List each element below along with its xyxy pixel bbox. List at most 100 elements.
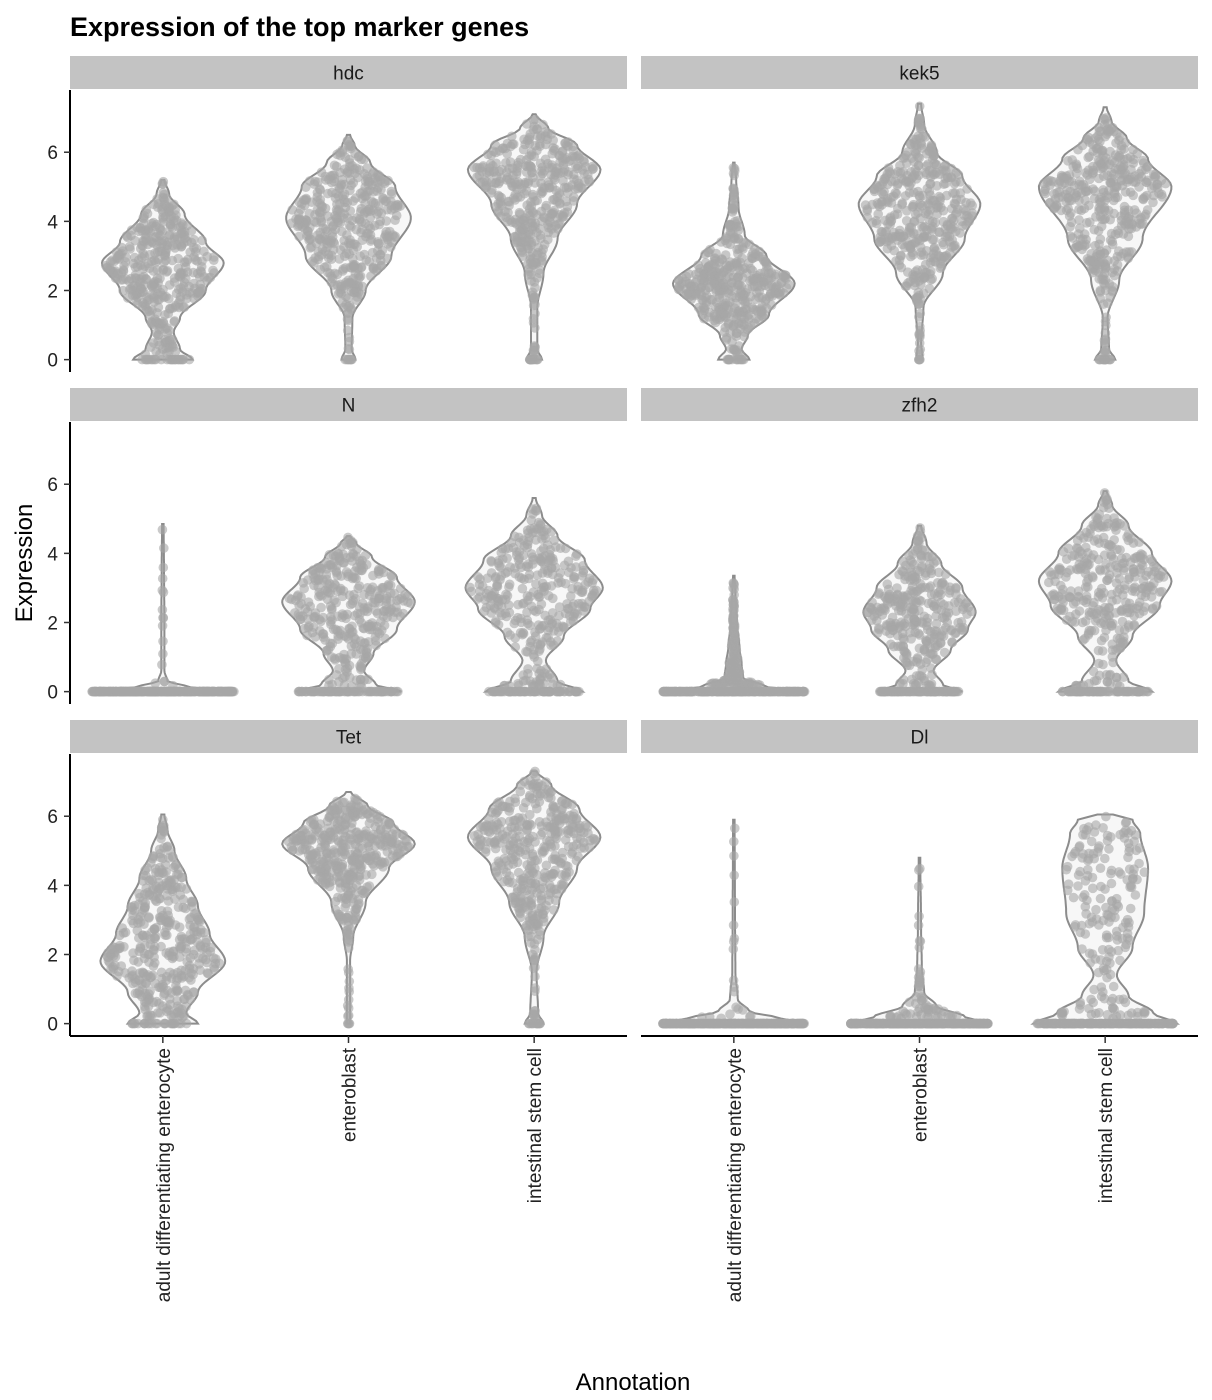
- data-point: [946, 242, 957, 252]
- data-point: [1065, 186, 1075, 197]
- data-point: [1107, 239, 1118, 250]
- data-point: [147, 317, 157, 328]
- violin-points-N-0: [87, 524, 239, 697]
- data-point: [536, 248, 547, 258]
- data-point: [577, 587, 588, 597]
- data-point: [316, 167, 327, 178]
- data-point: [294, 215, 305, 226]
- data-point: [292, 591, 303, 602]
- data-point: [886, 240, 897, 251]
- data-point: [1087, 267, 1098, 278]
- data-point: [182, 220, 193, 231]
- data-point: [937, 577, 948, 588]
- data-point: [141, 232, 151, 243]
- data-point: [1079, 229, 1090, 239]
- data-point: [1095, 285, 1105, 296]
- data-point: [913, 152, 923, 162]
- data-point: [895, 641, 906, 651]
- data-point: [528, 115, 539, 125]
- data-point: [1115, 132, 1125, 142]
- data-point: [157, 573, 168, 584]
- data-point: [731, 222, 742, 232]
- data-point: [545, 669, 555, 680]
- data-point: [907, 172, 918, 182]
- data-point: [1091, 686, 1102, 697]
- data-point: [729, 605, 739, 615]
- data-point: [1112, 182, 1122, 192]
- data-point: [146, 342, 156, 352]
- data-point: [687, 686, 697, 697]
- data-point: [507, 131, 517, 142]
- data-point: [536, 585, 547, 596]
- data-point: [893, 597, 903, 607]
- data-point: [884, 593, 894, 604]
- data-point: [1074, 215, 1084, 225]
- data-point: [726, 659, 736, 669]
- data-point: [587, 161, 597, 172]
- data-point: [337, 147, 348, 157]
- data-point: [328, 245, 339, 255]
- data-point: [727, 640, 737, 650]
- data-point: [370, 198, 381, 209]
- data-point: [922, 617, 933, 628]
- data-point: [493, 198, 504, 209]
- data-point: [521, 167, 532, 177]
- data-point: [911, 680, 921, 690]
- data-point: [307, 686, 318, 697]
- data-point: [1065, 231, 1076, 241]
- data-point: [121, 274, 132, 284]
- data-point: [573, 183, 583, 194]
- data-point: [1096, 197, 1106, 207]
- data-point: [1090, 186, 1100, 196]
- data-point: [1128, 190, 1138, 201]
- data-point: [164, 280, 175, 290]
- data-point: [376, 686, 386, 697]
- data-point: [927, 274, 937, 284]
- data-point: [924, 681, 935, 692]
- data-point: [158, 636, 168, 647]
- data-point: [368, 570, 378, 581]
- data-point: [359, 190, 370, 201]
- violin-points-zfh2-2: [1044, 488, 1169, 697]
- data-point: [530, 282, 540, 293]
- data-point: [189, 278, 199, 289]
- data-point: [130, 262, 141, 273]
- data-point: [940, 569, 951, 579]
- data-point: [728, 624, 739, 634]
- data-point: [475, 586, 485, 596]
- data-point: [1097, 214, 1107, 225]
- data-point: [158, 649, 168, 659]
- data-point: [761, 258, 772, 269]
- data-point: [1098, 185, 1108, 195]
- data-point: [895, 232, 906, 242]
- data-point: [197, 235, 207, 246]
- data-point: [722, 300, 733, 311]
- data-point: [915, 659, 926, 669]
- data-point: [862, 206, 872, 216]
- data-point: [716, 268, 727, 279]
- data-point: [488, 686, 498, 697]
- data-point: [1142, 205, 1153, 215]
- data-point: [500, 544, 511, 554]
- y-tick-label: 6: [47, 143, 58, 164]
- data-point: [561, 196, 572, 207]
- data-point: [1090, 240, 1100, 251]
- data-point: [209, 252, 219, 262]
- data-point: [539, 213, 550, 223]
- data-point: [501, 611, 512, 622]
- data-point: [546, 581, 557, 591]
- data-point: [344, 332, 355, 343]
- data-point: [123, 232, 133, 243]
- data-point: [564, 567, 574, 578]
- data-point: [1100, 275, 1111, 285]
- data-point: [924, 283, 935, 294]
- data-point: [205, 272, 216, 283]
- data-point: [194, 286, 205, 297]
- violin-points-kek5-0: [673, 163, 794, 365]
- data-point: [920, 646, 930, 657]
- data-point: [147, 686, 158, 697]
- data-point: [728, 613, 738, 624]
- data-point: [1116, 144, 1126, 155]
- data-point: [534, 668, 544, 679]
- data-point: [297, 686, 307, 697]
